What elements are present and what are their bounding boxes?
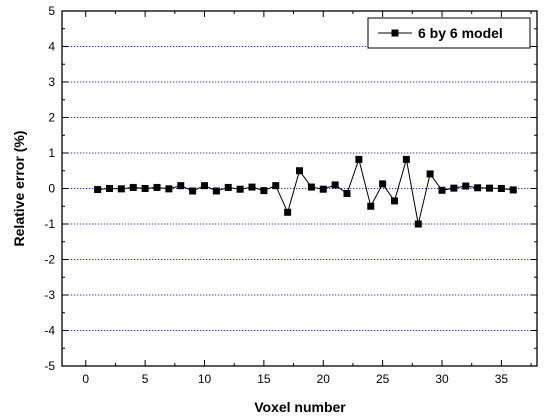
x-axis-title: Voxel number (254, 399, 346, 415)
data-point (343, 189, 351, 197)
y-tick-label: 4 (48, 40, 55, 54)
data-point (307, 183, 315, 191)
data-point (331, 181, 339, 189)
data-point (367, 202, 375, 210)
plot-frame (61, 10, 538, 367)
series-line (97, 157, 514, 225)
data-point (474, 184, 482, 192)
y-tick-label: 5 (48, 4, 55, 18)
data-point (177, 182, 185, 190)
data-point (414, 220, 422, 228)
x-tick-label: 35 (495, 372, 509, 386)
x-tick-label: 5 (142, 372, 149, 386)
x-tick-label: 10 (198, 372, 212, 386)
data-point (284, 208, 292, 216)
grid-lines (62, 46, 537, 331)
data-point (319, 185, 327, 193)
data-point (94, 186, 102, 194)
y-tick-label: -4 (44, 324, 55, 338)
y-tick-label: -3 (44, 288, 55, 302)
data-point (497, 185, 505, 192)
data-point (189, 187, 197, 195)
data-point (509, 186, 517, 194)
y-tick-label: -5 (44, 359, 55, 373)
data-point (153, 183, 161, 191)
y-tick-label: 1 (48, 146, 55, 160)
data-point (296, 167, 303, 175)
data-point (402, 155, 410, 163)
data-point (201, 182, 208, 190)
data-point (141, 185, 149, 192)
y-tick-label: 3 (48, 75, 55, 89)
data-point (391, 197, 398, 205)
y-axis-title: Relative error (%) (11, 131, 27, 247)
data-point (129, 183, 137, 191)
y-tick-label: -2 (44, 253, 55, 267)
data-point (117, 185, 125, 193)
data-point (224, 183, 232, 191)
x-tick-label: 0 (82, 372, 89, 386)
series-6-by-6-model (94, 155, 517, 228)
data-point (260, 187, 268, 195)
data-point (236, 185, 244, 193)
data-point (486, 184, 493, 192)
x-tick-labels: 0 5 10 15 20 25 30 35 (82, 372, 508, 386)
data-point (355, 155, 363, 163)
y-tick-labels: -5 -4 -3 -2 -1 0 1 2 3 4 5 (44, 4, 55, 373)
x-tick-label: 25 (376, 372, 390, 386)
y-tick-label: -1 (44, 217, 55, 231)
data-point (426, 170, 434, 178)
data-point (450, 184, 458, 192)
legend-label: 6 by 6 model (418, 25, 503, 41)
data-point (462, 182, 470, 190)
data-point (212, 187, 220, 195)
data-point (379, 180, 387, 188)
data-point (248, 183, 256, 191)
legend: 6 by 6 model (367, 17, 531, 49)
x-tick-label: 20 (317, 372, 331, 386)
data-point (438, 186, 446, 194)
x-tick-label: 15 (257, 372, 271, 386)
y-tick-label: 0 (48, 182, 55, 196)
data-point (272, 182, 280, 190)
data-point (165, 185, 173, 193)
y-tick-label: 2 (48, 111, 55, 125)
x-tick-label: 30 (435, 372, 449, 386)
legend-marker (391, 29, 399, 37)
data-point (106, 185, 113, 192)
